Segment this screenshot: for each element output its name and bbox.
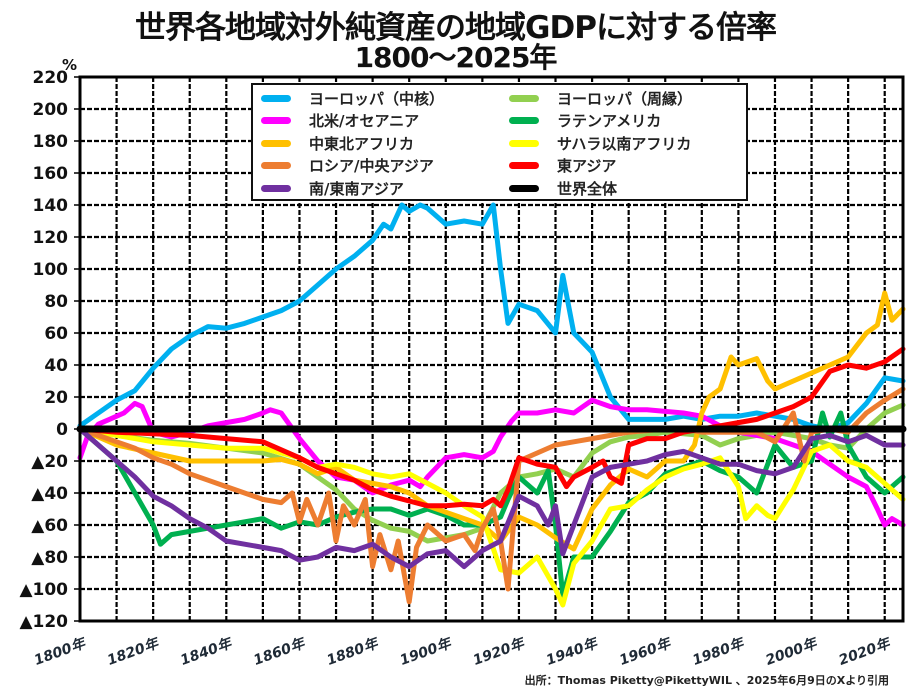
legend-item: ヨーロッパ（中核） [255, 87, 444, 109]
legend-item: 中東北アフリカ [255, 132, 414, 154]
legend-item: ラテンアメリカ [503, 110, 661, 132]
y-tick-label: 100 [33, 260, 69, 280]
legend-item: 北米/オセアニア [255, 110, 419, 132]
series-line-7 [77, 346, 906, 509]
legend-label: ラテンアメリカ [557, 112, 662, 131]
legend-item: 東アジア [503, 155, 616, 177]
series-line-4 [77, 290, 906, 552]
legend-item: ヨーロッパ（周縁） [503, 87, 692, 109]
legend-label: ヨーロッパ（周縁） [557, 89, 693, 108]
x-tick-label: 1940年 [544, 634, 601, 669]
legend-swatch [261, 184, 291, 192]
legend: ヨーロッパ（中核） ヨーロッパ（周縁） 北米/オセアニア ラテンアメリカ中東北アフリカ… [251, 83, 748, 201]
series-line-8 [77, 426, 906, 570]
legend-swatch [509, 162, 539, 170]
legend-item: 南/東南アジア [255, 177, 404, 199]
legend-swatch [509, 117, 539, 125]
legend-item: 世界全体 [503, 177, 617, 199]
legend-swatch [509, 184, 539, 192]
series-line-0 [77, 202, 906, 432]
y-tick-label: 140 [33, 196, 69, 216]
legend-swatch [261, 117, 291, 125]
legend-label: ロシア/中央アジア [309, 157, 434, 176]
x-tick-label: 1960年 [617, 634, 674, 669]
y-tick-label: 180 [33, 132, 69, 152]
y-tick-label: 20 [44, 388, 68, 408]
x-tick-label: 1900年 [398, 634, 455, 669]
legend-label: 中東北アフリカ [309, 134, 415, 153]
y-tick-label: 160 [33, 164, 69, 184]
y-tick-label: ▲120 [19, 612, 68, 632]
y-tick-label: ▲80 [31, 548, 68, 568]
source-note: 出所：Thomas Piketty@PikettyWIL 、2025年6月9日の… [524, 674, 889, 687]
legend-label: 東アジア [557, 157, 617, 176]
x-tick-label: 1840年 [178, 634, 235, 669]
x-tick-label: 1800年 [32, 634, 89, 669]
x-tick-label: 1880年 [324, 634, 381, 669]
legend-label: 北米/オセアニア [309, 112, 420, 131]
chart-title: 世界各地域対外純資産の地域GDPに対する倍率 [135, 10, 777, 46]
legend-item: サハラ以南アフリカ [503, 132, 691, 154]
x-tick-label: 1920年 [471, 634, 528, 669]
y-tick-label: ▲60 [31, 516, 68, 536]
legend-swatch [261, 162, 291, 170]
legend-label: ヨーロッパ（中核） [309, 89, 445, 108]
legend-label: 世界全体 [557, 179, 618, 198]
x-tick-label: 2020年 [836, 634, 893, 669]
legend-label: サハラ以南アフリカ [557, 134, 692, 153]
legend-item: ロシア/中央アジア [255, 155, 434, 177]
y-tick-label: 220 [33, 68, 69, 88]
legend-swatch [261, 139, 291, 147]
y-tick-label: ▲40 [31, 484, 68, 504]
x-tick-label: 1980年 [690, 634, 747, 669]
legend-swatch [261, 94, 291, 102]
x-tick-label: 1820年 [105, 634, 162, 669]
y-tick-label: 80 [44, 292, 68, 312]
y-tick-label: 200 [33, 100, 69, 120]
y-axis-unit: % [62, 56, 77, 74]
y-tick-label: 40 [44, 356, 68, 376]
x-tick-label: 1860年 [251, 634, 308, 669]
y-tick-label: ▲100 [19, 580, 68, 600]
chart-subtitle: 1800～2025年 [354, 41, 558, 74]
legend-label: 南/東南アジア [309, 179, 404, 198]
y-tick-label: 0 [56, 420, 68, 440]
x-tick-label: 2000年 [763, 634, 820, 669]
y-tick-label: 60 [44, 324, 68, 344]
series-line-3 [77, 410, 906, 598]
legend-swatch [509, 139, 539, 147]
y-tick-label: 120 [33, 228, 69, 248]
legend-swatch [509, 94, 539, 102]
plot-frame [78, 75, 905, 623]
y-tick-label: ▲20 [31, 452, 68, 472]
